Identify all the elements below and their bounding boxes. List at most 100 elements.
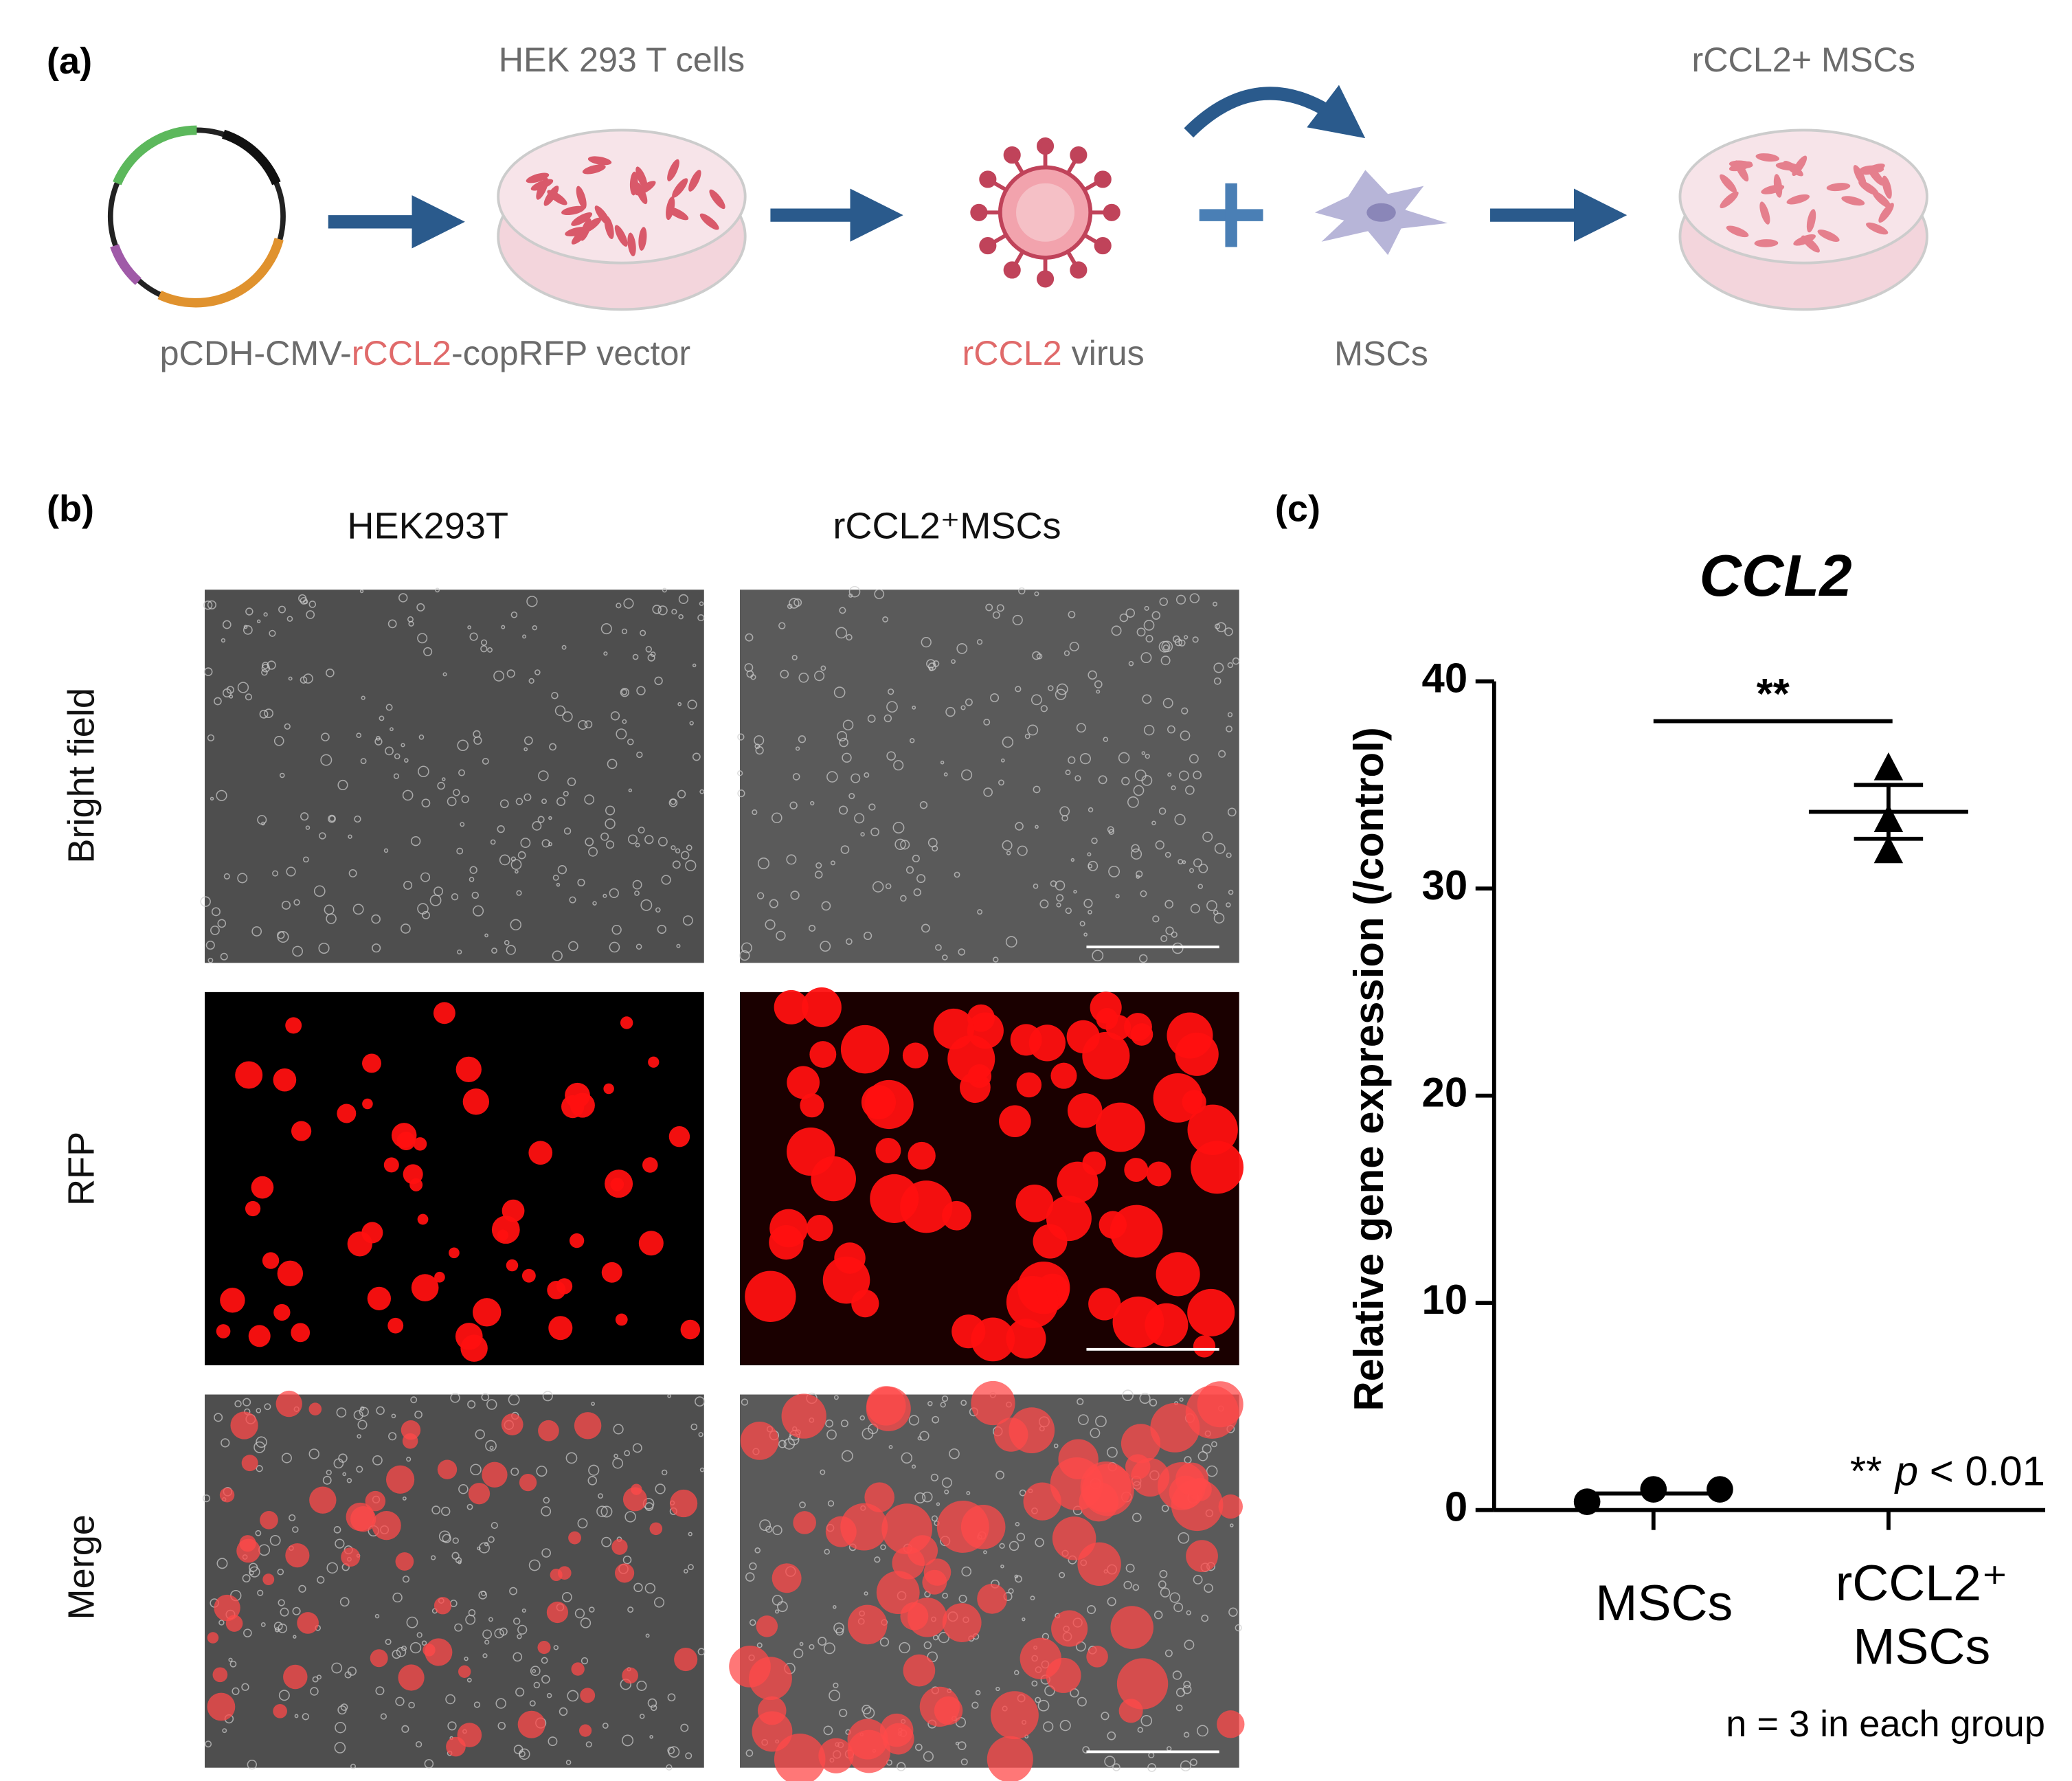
rfp-cell [999, 1105, 1031, 1138]
cell [214, 697, 222, 706]
cell [414, 1410, 423, 1419]
cell [647, 1698, 657, 1708]
rfp-cell [297, 1612, 319, 1634]
cell [491, 948, 497, 954]
cell [1189, 754, 1199, 764]
cell [1063, 650, 1070, 656]
cell [336, 1407, 347, 1418]
cell [1073, 890, 1077, 894]
cell [1227, 807, 1237, 817]
cell [1008, 1588, 1014, 1594]
cell [622, 1734, 634, 1747]
cell [596, 1505, 608, 1517]
cell [623, 598, 634, 609]
cell [921, 636, 932, 648]
cell [257, 1589, 264, 1596]
rfp-cell [1050, 1062, 1077, 1089]
cell [632, 880, 642, 890]
cell [1783, 161, 1803, 177]
cell [809, 1644, 815, 1650]
cell [1090, 1428, 1101, 1438]
cell [1806, 209, 1816, 233]
cell [469, 632, 478, 641]
cell [506, 945, 516, 955]
cell [421, 1640, 427, 1646]
cell [456, 847, 464, 855]
rfp-cell [207, 1692, 236, 1721]
cell [523, 747, 528, 752]
spike-tip [1070, 261, 1088, 279]
cell [1860, 165, 1884, 174]
cell [322, 1475, 332, 1485]
cell [846, 938, 853, 945]
cell [221, 1438, 230, 1448]
cell [207, 957, 214, 963]
cell [913, 888, 921, 897]
cell [532, 625, 537, 631]
cell [640, 899, 653, 911]
cell [672, 178, 688, 198]
cell [515, 1687, 525, 1697]
rfp-cell [1090, 992, 1122, 1024]
cell [690, 1423, 698, 1431]
cell [841, 1450, 853, 1462]
rfp-cell [847, 1604, 888, 1645]
rfp-cell [548, 1316, 573, 1341]
virus-label: rCCL2 virus [962, 334, 1144, 372]
cell [392, 1649, 401, 1659]
cell [688, 1564, 694, 1571]
cell [1144, 605, 1149, 611]
cell [394, 753, 401, 759]
rfp-cell [468, 1483, 491, 1505]
cell [410, 836, 421, 847]
rfp-cell [809, 1041, 837, 1068]
cell [221, 638, 226, 643]
cell [769, 899, 778, 908]
cell [859, 1415, 866, 1421]
cell [488, 1617, 493, 1622]
cell [1160, 656, 1171, 666]
cell [1032, 651, 1041, 660]
cell [461, 795, 469, 803]
cell [390, 727, 394, 732]
cell [402, 1496, 407, 1501]
cell [256, 1465, 263, 1472]
cell [493, 670, 505, 682]
cell [401, 1725, 409, 1733]
rfp-cell [285, 1017, 302, 1034]
cell [563, 791, 569, 797]
cell [1108, 865, 1121, 877]
cell [313, 885, 326, 897]
rfp-cell [574, 1412, 602, 1440]
rfp-cell [385, 1465, 415, 1494]
cell [1077, 1398, 1084, 1405]
rfp-cell [251, 1176, 274, 1199]
cell [447, 796, 457, 807]
cell [905, 866, 914, 874]
cell [241, 1683, 249, 1691]
cell [605, 805, 616, 816]
rfp-cell [951, 1314, 986, 1349]
cell [1155, 840, 1164, 850]
data-point [1573, 1488, 1601, 1515]
cell [999, 1543, 1005, 1549]
cell [922, 1491, 933, 1503]
cell [977, 909, 983, 915]
cell [998, 779, 1004, 786]
cell [1183, 1732, 1190, 1738]
cell [589, 1606, 595, 1613]
cell [697, 1648, 706, 1656]
cell [1228, 1607, 1238, 1617]
cell [604, 216, 614, 239]
spike-tip [979, 170, 997, 188]
rfp-cell [769, 1224, 804, 1260]
cell [402, 1576, 410, 1583]
cell [516, 890, 522, 896]
rfp-cell [434, 1271, 445, 1283]
cell [940, 1402, 946, 1408]
rfp-cell [350, 1506, 376, 1532]
cell [995, 1686, 1000, 1692]
row-label: RFP [60, 1132, 102, 1206]
cell [580, 1617, 592, 1628]
cell [289, 1514, 296, 1522]
